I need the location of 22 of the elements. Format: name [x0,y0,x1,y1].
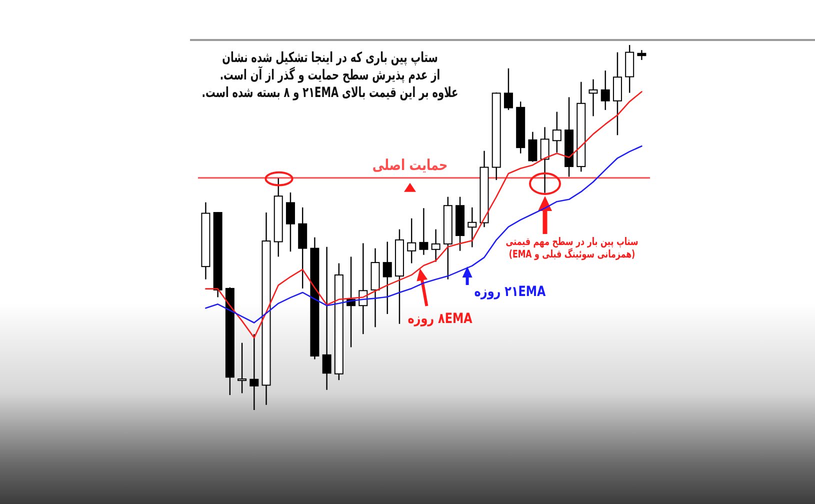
annotation: ستاپ پین بار در سطح مهم قیمتی (همزمانی سوئینگ قبلی و EMA) [506,236,638,261]
candlestick [419,208,428,256]
candlestick [600,70,610,111]
candlestick [588,78,598,117]
candlestick [637,50,646,61]
candlestick [250,333,259,411]
candlestick [322,246,332,391]
candlestick [468,206,477,248]
candlestick [382,241,392,315]
candlestick [407,218,416,264]
candlestick [431,228,440,262]
text: ۸EMA روزه [408,310,472,328]
candlestick [552,111,562,154]
ref-line-label: حمایت اصلی [372,156,448,174]
candlestick [504,68,513,111]
candlestick [540,126,550,194]
candlestick [612,52,622,136]
legend-label: ۲۱EMA روزه [474,282,546,300]
candlestick [528,131,538,162]
candlestick [286,192,295,252]
candlestick [238,342,247,394]
text: ستاپ پین باری که در اینجا تشکیل شده نشان از عدم پذیرش سطح حمایت و گذر از آن است. علاوه بر این قیمت بالای ۲۱EMA و ۸ بسته شده است. [202,49,458,100]
